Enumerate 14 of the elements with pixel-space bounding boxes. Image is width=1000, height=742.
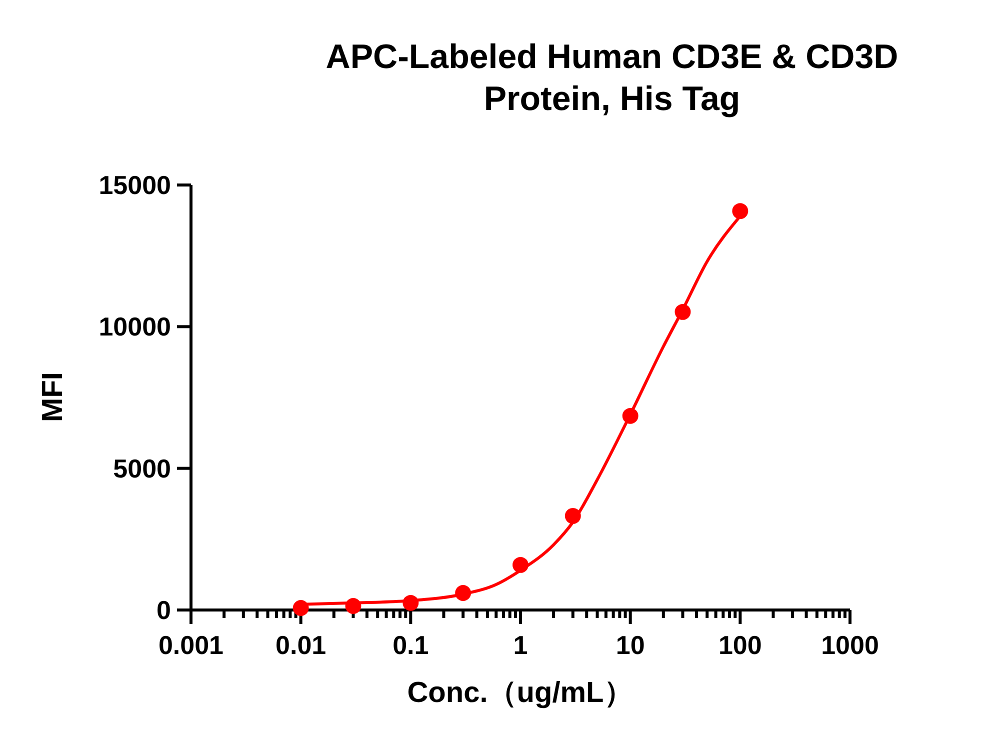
x-tick-label: 10: [616, 630, 645, 660]
x-tick-label: 0.1: [392, 630, 429, 660]
x-tick-label: 0.01: [276, 630, 326, 660]
y-tick-label: 5000: [113, 453, 171, 484]
chart-title: APC-Labeled Human CD3E & CD3D Protein, His Tag: [326, 38, 898, 118]
x-tick-label: 0.001: [158, 630, 224, 660]
y-axis-title: MFI: [37, 372, 69, 422]
x-tick-label: 100: [718, 630, 762, 660]
x-tick-label: 1: [513, 630, 528, 660]
x-tick-label: 1000: [821, 630, 879, 660]
y-tick-label: 0: [156, 595, 171, 625]
y-tick-label: 10000: [98, 312, 171, 342]
y-tick-label: 15000: [98, 170, 171, 200]
x-axis-title: Conc.（ug/mL）: [407, 677, 633, 709]
